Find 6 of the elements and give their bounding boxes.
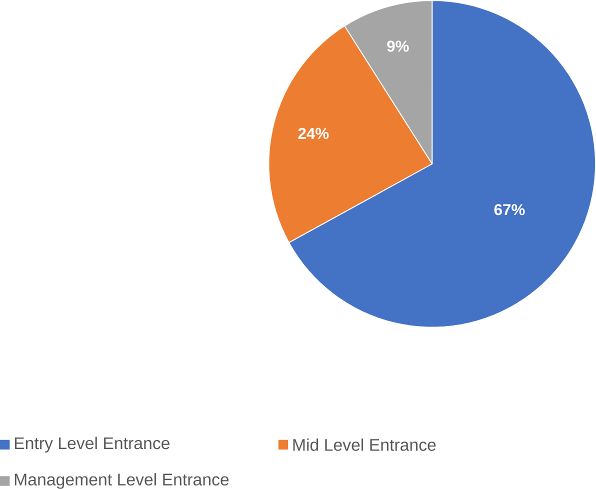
data-label: 67% bbox=[494, 204, 525, 216]
legend-label: Management Level Entrance bbox=[14, 473, 229, 489]
legend-label: Entry Level Entrance bbox=[14, 436, 170, 453]
legend-label: Mid Level Entrance bbox=[293, 438, 436, 451]
data-label: 9% bbox=[387, 40, 409, 52]
data-label: 24% bbox=[298, 128, 329, 139]
